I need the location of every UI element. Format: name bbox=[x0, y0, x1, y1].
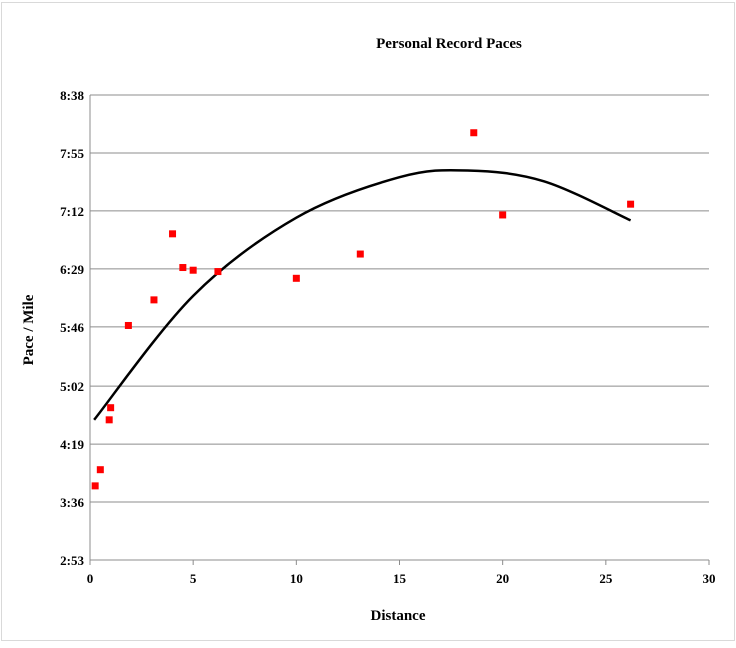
data-point bbox=[124, 321, 132, 329]
axes bbox=[89, 95, 710, 565]
y-tick-label: 5:02 bbox=[60, 379, 84, 394]
data-point bbox=[150, 296, 158, 304]
x-tick-label: 0 bbox=[87, 571, 94, 586]
y-tick-label: 4:19 bbox=[60, 437, 84, 452]
data-point bbox=[91, 482, 99, 490]
data-point bbox=[179, 264, 187, 272]
x-tick-label: 20 bbox=[496, 571, 509, 586]
data-point bbox=[96, 466, 104, 474]
y-tick-label: 6:29 bbox=[60, 262, 84, 277]
x-tick-label: 15 bbox=[393, 571, 407, 586]
data-point bbox=[499, 211, 507, 219]
y-tick-label: 7:12 bbox=[60, 204, 84, 219]
y-tick-label: 2:53 bbox=[60, 553, 84, 568]
data-point bbox=[292, 274, 300, 282]
chart-title: Personal Record Paces bbox=[376, 36, 522, 52]
data-point bbox=[107, 404, 115, 412]
trendline bbox=[93, 168, 632, 421]
x-axis-label: Distance bbox=[371, 608, 426, 624]
data-point bbox=[627, 200, 635, 208]
y-axis-label: Pace / Mile bbox=[21, 294, 37, 365]
data-point bbox=[105, 416, 113, 424]
y-tick-labels: 2:53 3:36 4:19 5:02 5:46 6:29 7:12 7:55 8:38 bbox=[60, 88, 84, 568]
x-tick-label: 10 bbox=[290, 571, 303, 586]
data-point bbox=[470, 129, 478, 137]
data-points bbox=[91, 129, 635, 490]
trendline-layer bbox=[93, 168, 632, 421]
data-point bbox=[356, 250, 364, 258]
data-point bbox=[214, 268, 222, 276]
y-tick-label: 7:55 bbox=[60, 146, 84, 161]
x-tick-label: 30 bbox=[703, 571, 716, 586]
x-tick-labels: 0 5 10 15 20 25 30 bbox=[87, 571, 716, 586]
x-tick-label: 25 bbox=[599, 571, 613, 586]
y-tick-label: 3:36 bbox=[60, 495, 84, 510]
data-point bbox=[169, 230, 177, 238]
y-tick-label: 8:38 bbox=[60, 88, 84, 103]
y-tick-label: 5:46 bbox=[60, 320, 84, 335]
x-tick-label: 5 bbox=[190, 571, 197, 586]
data-point bbox=[189, 266, 197, 274]
